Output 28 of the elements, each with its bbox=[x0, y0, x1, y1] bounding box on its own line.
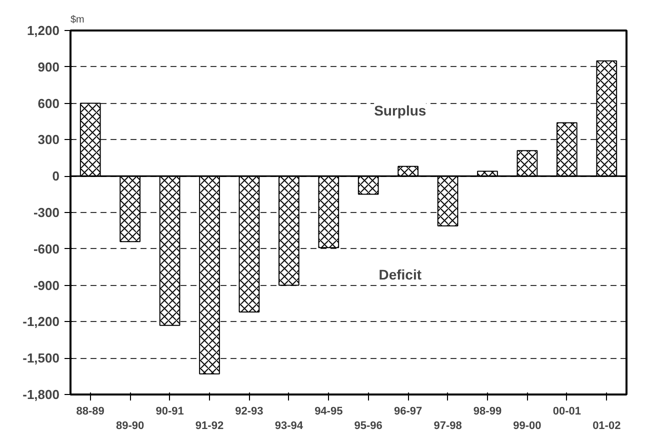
y-tick-label: 300 bbox=[38, 132, 60, 148]
y-tick-label: -1,800 bbox=[22, 387, 60, 402]
y-tick-label: 1,200 bbox=[26, 23, 60, 38]
x-tick-label: 93-94 bbox=[274, 420, 304, 432]
x-tick-label: 95-96 bbox=[354, 420, 382, 432]
x-tick-label: 92-93 bbox=[235, 406, 264, 418]
y-tick-label: -1,200 bbox=[22, 314, 60, 330]
x-tick-label: 01-02 bbox=[592, 420, 621, 432]
x-tick-label: 88-89 bbox=[76, 406, 104, 418]
x-tick-label: 97-98 bbox=[434, 420, 462, 432]
y-tick-label: 600 bbox=[38, 96, 60, 111]
y-axis-title: $m bbox=[70, 14, 84, 26]
y-tick-label: 900 bbox=[38, 59, 60, 74]
y-tick-label: -1,500 bbox=[22, 350, 60, 366]
y-tick-label: -900 bbox=[33, 278, 60, 293]
x-tick-label: 91-92 bbox=[195, 420, 224, 432]
x-tick-label: 00-01 bbox=[552, 406, 581, 418]
y-tick-label: -600 bbox=[33, 241, 60, 256]
x-tick-label: 99-00 bbox=[513, 420, 542, 432]
x-tick-label: 90-91 bbox=[156, 406, 184, 418]
annotation: Deficit bbox=[378, 266, 422, 282]
y-tick-label: 0 bbox=[52, 168, 60, 184]
annotation: Surplus bbox=[374, 102, 426, 119]
x-tick-label: 98-99 bbox=[473, 406, 502, 418]
x-tick-label: 96-97 bbox=[394, 406, 422, 418]
y-tick-label: -300 bbox=[33, 205, 60, 220]
x-tick-label: 89-90 bbox=[116, 420, 144, 432]
x-tick-label: 94-95 bbox=[314, 406, 343, 418]
